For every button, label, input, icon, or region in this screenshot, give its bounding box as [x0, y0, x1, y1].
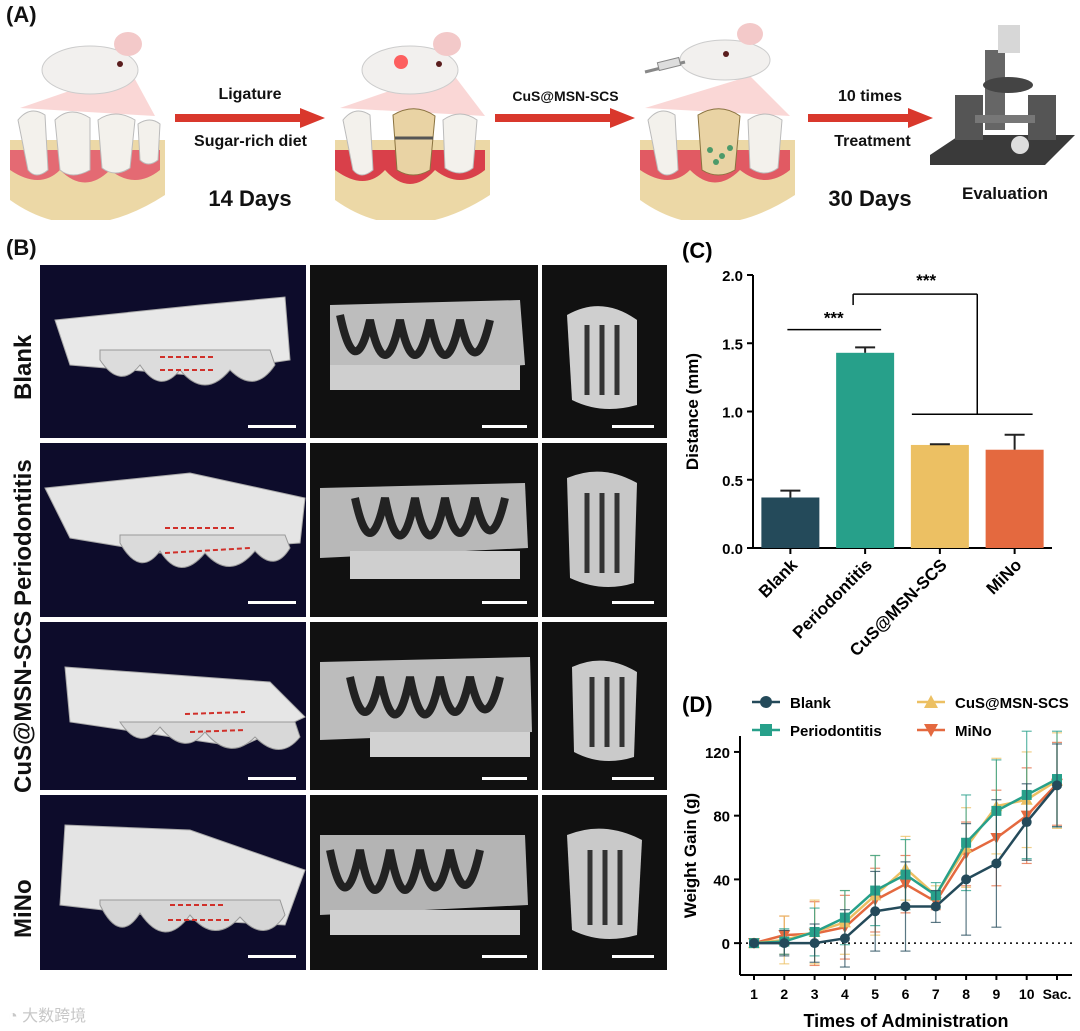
data-point [930, 901, 941, 912]
x-tick-label: MiNo [983, 555, 1026, 598]
data-point [809, 938, 820, 949]
row-label-cus-msn-scs: CuS@MSN-SCS [10, 610, 37, 793]
series-blank [749, 743, 1062, 968]
y-tick-label: 1.5 [722, 336, 743, 353]
panel-c-label: (C) [682, 238, 713, 263]
step1-bottom-label: Sugar-rich diet [194, 133, 307, 150]
panel-b-label: (B) [6, 235, 37, 260]
y-tick-label: 1.0 [722, 405, 743, 422]
y-tick-label: 2.0 [722, 268, 743, 285]
x-tick-label: 9 [993, 986, 1001, 1002]
step4-label: Evaluation [962, 184, 1048, 203]
data-point [749, 938, 759, 949]
data-point [779, 938, 790, 949]
legend-label: Periodontitis [790, 723, 882, 740]
watermark-logo-icon: ◔ [8, 1008, 18, 1025]
step3-bottom-label: Treatment [834, 133, 911, 150]
mouse-teeth-illustration-3 [640, 23, 795, 220]
y-axis-label: Distance (mm) [683, 353, 702, 470]
data-point [870, 906, 881, 917]
data-point [961, 874, 972, 885]
ct-coronal-image [542, 795, 667, 970]
ct-sagittal-image [310, 622, 538, 790]
ct-sagittal-image [310, 265, 538, 438]
bar-blank [761, 497, 820, 548]
arrow-icon [175, 108, 325, 128]
micro-ct-3d-image [40, 622, 306, 790]
y-tick-label: 0 [722, 936, 730, 953]
arrow-icon [495, 108, 635, 128]
micro-ct-3d-image [40, 443, 306, 617]
data-point [900, 901, 911, 912]
data-point [1052, 780, 1062, 791]
legend-label: MiNo [955, 723, 992, 740]
step1-days-label: 14 Days [208, 186, 292, 211]
ct-coronal-image [542, 443, 667, 617]
x-tick-label: 7 [932, 986, 940, 1002]
legend-marker [924, 724, 938, 737]
x-tick-label: 8 [962, 986, 970, 1002]
x-tick-label: 5 [871, 986, 879, 1002]
ct-coronal-image [542, 622, 667, 790]
y-tick-label: 0.0 [722, 541, 743, 558]
data-point [839, 933, 850, 944]
microscope-icon [930, 25, 1075, 165]
mouse-teeth-illustration-1 [10, 32, 165, 220]
legend-label: CuS@MSN-SCS [955, 695, 1069, 712]
x-tick-label: 3 [811, 986, 819, 1002]
ct-coronal-image [542, 265, 667, 438]
micro-ct-3d-image [40, 265, 306, 438]
y-tick-label: 0.5 [722, 473, 743, 490]
x-tick-label: Sac. [1043, 986, 1072, 1002]
y-axis-label: Weight Gain (g) [681, 793, 700, 918]
step1-top-label: Ligature [218, 86, 282, 103]
ct-sagittal-image [310, 795, 538, 970]
row-label-periodontitis: Periodontitis [10, 459, 37, 606]
step2-top-label: CuS@MSN-SCS [512, 88, 619, 104]
bar-cus-msn-scs [910, 444, 969, 548]
panel-a-label: (A) [6, 2, 37, 27]
legend-marker [760, 696, 772, 708]
x-axis-label: Times of Administration [803, 1011, 1008, 1031]
row-label-blank: Blank [10, 334, 37, 400]
x-tick-label: 6 [902, 986, 910, 1002]
arrow-icon [808, 108, 933, 128]
row-label-mino: MiNo [10, 879, 37, 938]
chart-d: (D) 0 40 80 120 1 2 3 4 5 6 7 8 9 10 Sac. Times of Admin… [681, 692, 1072, 1031]
data-point [991, 858, 1002, 869]
step3-top-label: 10 times [837, 88, 903, 105]
bar-mino [985, 449, 1044, 548]
significance-label: *** [916, 271, 936, 290]
legend-marker [924, 695, 938, 708]
legend-label: Blank [790, 695, 832, 712]
panel-d-label: (D) [682, 692, 713, 717]
data-point [1021, 817, 1032, 828]
watermark: ◔ 大数跨境 [8, 1008, 87, 1025]
x-tick-label: 4 [841, 986, 849, 1002]
mouse-teeth-illustration-2 [335, 32, 490, 220]
y-tick-label: 80 [713, 809, 730, 826]
x-tick-label: 10 [1019, 986, 1035, 1002]
legend-marker [760, 724, 772, 736]
micro-ct-3d-image [40, 795, 306, 970]
bar-periodontitis [836, 352, 895, 548]
y-tick-label: 40 [713, 872, 730, 889]
step3-days-label: 30 Days [828, 186, 912, 211]
significance-label: *** [824, 309, 844, 328]
x-tick-label: 1 [750, 986, 758, 1002]
x-tick-label: Blank [755, 555, 802, 602]
x-tick-label: 2 [780, 986, 788, 1002]
y-tick-label: 120 [705, 745, 730, 762]
ct-sagittal-image [310, 443, 538, 617]
